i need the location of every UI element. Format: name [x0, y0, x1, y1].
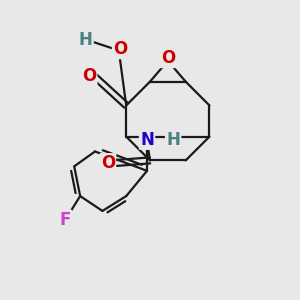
Text: O: O — [82, 67, 96, 85]
Text: O: O — [101, 154, 115, 172]
Text: H: H — [166, 130, 180, 148]
Text: F: F — [60, 211, 71, 229]
Text: O: O — [161, 49, 175, 67]
Text: N: N — [140, 130, 154, 148]
Text: H: H — [79, 31, 92, 49]
Text: O: O — [113, 40, 127, 58]
